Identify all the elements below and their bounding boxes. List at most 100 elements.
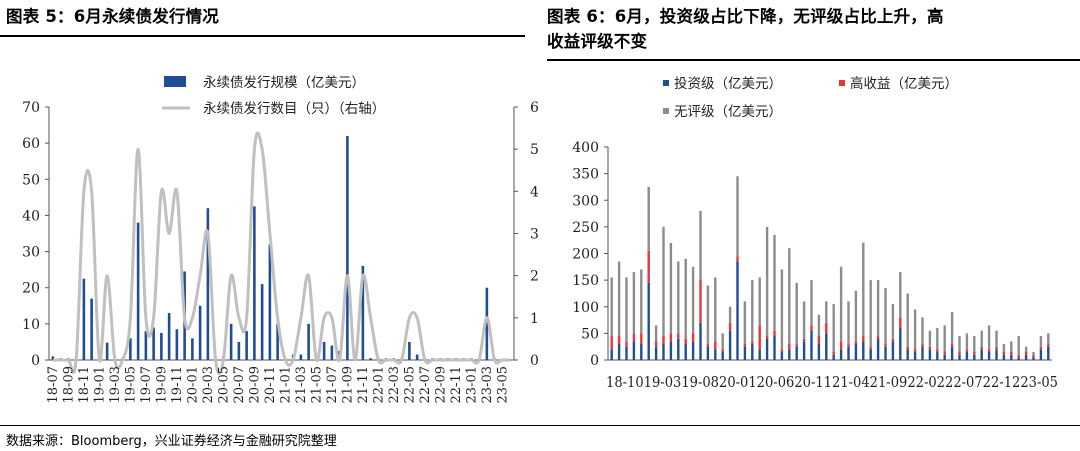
y-tick-label: 400 bbox=[572, 140, 599, 156]
high-yield-bar bbox=[913, 349, 917, 353]
high-yield-bar bbox=[662, 336, 665, 345]
left-chart: 永续债发行规模（亿美元）永续债发行数目（只）（右轴）01020304050607… bbox=[22, 75, 539, 403]
x-tick-label: 18-07 bbox=[46, 366, 61, 403]
unrated-bar bbox=[973, 336, 976, 353]
y-tick-label: 250 bbox=[572, 220, 599, 236]
investment-grade-bar bbox=[677, 338, 680, 360]
investment-grade-bar bbox=[817, 344, 821, 360]
issuance-bar bbox=[160, 332, 163, 360]
unrated-bar bbox=[817, 314, 821, 337]
unrated-bar bbox=[758, 277, 761, 326]
investment-grade-bar bbox=[928, 349, 932, 360]
x-tick-label: 22-09 bbox=[433, 366, 448, 403]
issuance-bar bbox=[361, 266, 365, 360]
high-yield-bar bbox=[995, 346, 998, 350]
investment-grade-bar bbox=[721, 352, 724, 360]
x-tick-label: 20-03 bbox=[201, 366, 216, 403]
high-yield-bar bbox=[980, 346, 983, 350]
investment-grade-bar bbox=[751, 344, 754, 360]
investment-grade-bar bbox=[773, 336, 776, 360]
investment-grade-bar bbox=[640, 344, 643, 360]
high-yield-bar bbox=[691, 333, 695, 342]
investment-grade-bar bbox=[958, 354, 961, 360]
left-y-tick-label: 70 bbox=[22, 100, 40, 116]
x-tick-label: 22-01 bbox=[371, 366, 386, 403]
issuance-bar bbox=[175, 329, 179, 360]
issuance-bar bbox=[136, 222, 140, 360]
investment-grade-bar bbox=[884, 346, 887, 360]
investment-grade-bar bbox=[795, 346, 798, 360]
issuance-bar bbox=[485, 287, 489, 360]
x-tick-label: 18-11 bbox=[77, 366, 92, 403]
unrated-bar bbox=[617, 261, 621, 337]
issuance-bar bbox=[307, 323, 310, 360]
unrated-bar bbox=[1002, 344, 1006, 353]
high-yield-bar bbox=[862, 336, 865, 342]
investment-grade-bar bbox=[913, 352, 917, 360]
right-chart-title-line2: 收益评级不变 bbox=[547, 32, 648, 51]
unrated-bar bbox=[699, 210, 702, 281]
investment-grade-bar bbox=[647, 282, 650, 360]
high-yield-bar bbox=[958, 352, 961, 355]
issuance-bar bbox=[82, 278, 86, 360]
issuance-bar bbox=[299, 354, 303, 360]
unrated-bar bbox=[802, 301, 806, 339]
high-yield-bar bbox=[625, 341, 628, 347]
right-y-tick-label: 1 bbox=[530, 311, 539, 327]
unrated-bar bbox=[721, 333, 724, 350]
issuance-bar bbox=[322, 341, 326, 360]
x-tick-label: 19-07 bbox=[139, 366, 154, 403]
investment-grade-bar bbox=[802, 341, 806, 360]
high-yield-bar bbox=[825, 322, 828, 334]
unrated-bar bbox=[987, 325, 991, 350]
unrated-bar bbox=[1047, 333, 1050, 345]
high-yield-bar bbox=[950, 344, 954, 347]
investment-grade-bar bbox=[1017, 357, 1020, 360]
source-divider bbox=[0, 425, 1080, 426]
investment-grade-bar bbox=[980, 349, 983, 360]
unrated-bar bbox=[728, 306, 732, 323]
unrated-bar bbox=[647, 186, 650, 251]
high-yield-bar bbox=[884, 344, 887, 347]
x-tick-label: 22-11 bbox=[449, 366, 464, 403]
high-yield-bar bbox=[632, 333, 636, 342]
investment-grade-bar bbox=[965, 352, 969, 360]
high-yield-bar bbox=[610, 336, 613, 350]
unrated-bar bbox=[654, 325, 658, 342]
right-y-tick-label: 6 bbox=[530, 100, 539, 116]
unrated-bar bbox=[847, 301, 850, 345]
y-tick-label: 150 bbox=[572, 273, 599, 289]
unrated-bar bbox=[869, 280, 872, 347]
high-yield-bar bbox=[965, 349, 969, 353]
legend-swatch-issuance bbox=[164, 76, 186, 87]
unrated-bar bbox=[810, 280, 813, 326]
issuance-bar bbox=[346, 135, 349, 360]
investment-grade-bar bbox=[869, 349, 872, 360]
x-tick-label: 21-01 bbox=[278, 366, 293, 403]
high-yield-bar bbox=[936, 349, 939, 353]
high-yield-bar bbox=[699, 280, 702, 323]
unrated-bar bbox=[1010, 341, 1013, 353]
right-y-tick-label: 5 bbox=[530, 142, 539, 158]
unrated-bar bbox=[610, 277, 613, 337]
investment-grade-bar bbox=[699, 322, 702, 360]
x-tick-label: 19-03 bbox=[108, 366, 123, 403]
unrated-bar bbox=[662, 226, 665, 337]
investment-grade-bar bbox=[706, 346, 710, 360]
investment-grade-bar bbox=[973, 354, 976, 360]
x-tick-label: 20-11 bbox=[263, 366, 278, 403]
unrated-bar bbox=[891, 304, 895, 339]
high-yield-bar bbox=[654, 341, 658, 347]
unrated-bar bbox=[943, 325, 946, 353]
unrated-bar bbox=[884, 288, 887, 345]
left-y-tick-label: 40 bbox=[22, 208, 40, 224]
legend-label-count: 永续债发行数目（只）（右轴） bbox=[203, 101, 385, 117]
high-yield-bar bbox=[640, 333, 643, 345]
high-yield-bar bbox=[943, 352, 946, 355]
unrated-bar bbox=[669, 242, 673, 334]
issuance-bar bbox=[245, 331, 248, 360]
x-tick-label: 19-05 bbox=[123, 366, 138, 403]
high-yield-bar bbox=[1047, 344, 1050, 347]
x-tick-labels: 18-1019-0319-0820-0120-0620-1121-0421-09… bbox=[606, 375, 1058, 391]
high-yield-bar bbox=[677, 333, 680, 339]
